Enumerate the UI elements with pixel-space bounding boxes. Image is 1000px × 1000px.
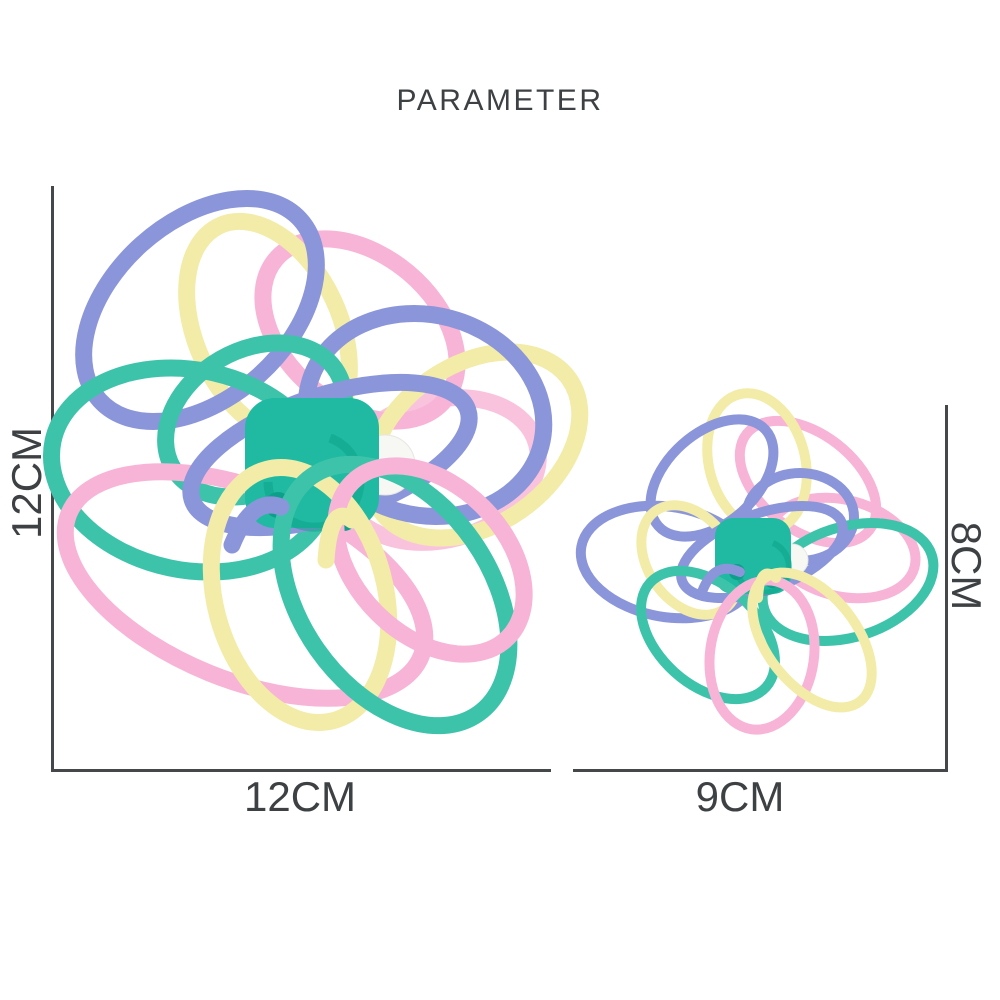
tube-hook bbox=[753, 568, 781, 603]
large-rattle-toy bbox=[42, 189, 589, 735]
hub-swirl bbox=[734, 540, 792, 596]
tube-loop bbox=[272, 455, 518, 735]
tube-loop bbox=[202, 459, 398, 731]
tube-loop bbox=[297, 305, 553, 525]
small-toy-height-dimension-line bbox=[945, 405, 948, 772]
tube-loop bbox=[327, 457, 533, 663]
tube-hook bbox=[223, 496, 290, 554]
tube-hook bbox=[317, 507, 361, 569]
large-toy-width-label: 12CM bbox=[244, 773, 357, 820]
page-title: PARAMETER bbox=[396, 84, 604, 117]
tube-loop bbox=[75, 189, 325, 431]
large-toy-width-dimension-line bbox=[51, 769, 551, 772]
tube-hook bbox=[697, 563, 745, 597]
small-rattle-toy bbox=[575, 388, 939, 735]
small-toy-width-dimension-line bbox=[573, 769, 948, 772]
small-toy-width-label: 9CM bbox=[695, 773, 785, 820]
tube-loop bbox=[636, 565, 780, 705]
